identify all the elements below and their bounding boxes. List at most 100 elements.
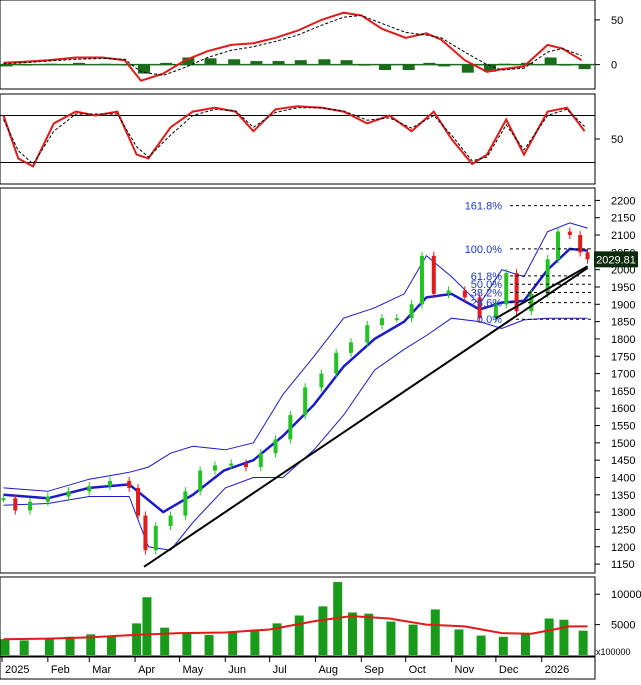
y-tick-label: 5000 xyxy=(611,620,635,632)
x-tick-label: 2026 xyxy=(545,664,569,676)
volume-ma-line xyxy=(3,615,588,641)
volume-panel-frame xyxy=(0,576,596,657)
volume-bar xyxy=(160,627,170,655)
candle-body xyxy=(585,252,590,260)
candle-body xyxy=(319,373,324,388)
candle-body xyxy=(13,498,18,511)
y-tick-label: 1550 xyxy=(611,421,635,433)
volume-unit-label: x100000 xyxy=(596,647,631,657)
candle-body xyxy=(288,415,293,440)
y-tick-label: 50 xyxy=(611,134,623,146)
volume-bar xyxy=(386,621,396,655)
y-tick-label: 1900 xyxy=(611,299,635,311)
macd-histogram-bar xyxy=(578,64,591,70)
y-tick-label: 2150 xyxy=(611,213,635,225)
candle-body xyxy=(504,273,509,305)
candle-body xyxy=(431,255,436,294)
y-tick-label: 1450 xyxy=(611,455,635,467)
y-tick-label: 1350 xyxy=(611,490,635,502)
x-tick-label: Aug xyxy=(318,664,338,676)
y-tick-label: 1700 xyxy=(611,369,635,381)
candle-body xyxy=(45,496,50,502)
candle-body xyxy=(334,352,339,374)
candle-body xyxy=(243,463,248,468)
y-tick-label: 1600 xyxy=(611,403,635,415)
volume-bar xyxy=(318,606,328,655)
candle-body xyxy=(462,290,467,298)
y-tick-label: 2200 xyxy=(611,195,635,207)
volume-bar xyxy=(347,612,357,655)
last-price-label: 2029.81 xyxy=(596,254,636,266)
macd-histogram-bar xyxy=(438,64,451,67)
candle-body xyxy=(107,480,112,487)
x-tick-label: Jul xyxy=(273,664,287,676)
volume-bar xyxy=(454,629,464,655)
oscillator-line xyxy=(2,105,586,168)
candle-body xyxy=(212,465,217,471)
macd-panel-frame xyxy=(0,0,596,90)
candle-body xyxy=(493,304,498,319)
fibonacci-level-label: 23.6% xyxy=(471,298,502,310)
chart-marks xyxy=(0,11,595,655)
y-tick-label: 1200 xyxy=(611,542,635,554)
volume-bar xyxy=(430,609,440,655)
y-tick-label: 2100 xyxy=(611,230,635,242)
upper-band-line xyxy=(3,222,588,492)
macd-histogram-bar xyxy=(160,62,173,65)
candle-body xyxy=(365,325,370,343)
candle-body xyxy=(183,491,188,516)
lower-band-line xyxy=(3,317,588,551)
time-axis-frame xyxy=(0,656,596,680)
candle-body xyxy=(66,491,71,497)
volume-bar xyxy=(228,631,238,655)
volume-bar xyxy=(204,634,214,655)
y-tick-label: 1650 xyxy=(611,386,635,398)
candle-body xyxy=(446,290,451,294)
volume-bar xyxy=(44,637,54,655)
y-tick-label: 2000 xyxy=(611,265,635,277)
macd-histogram-bar xyxy=(402,64,415,70)
volume-bar xyxy=(0,639,10,655)
fibonacci-level-label: 61.8% xyxy=(471,271,502,283)
fibonacci-level-label: 50.0% xyxy=(471,279,502,291)
signal-line xyxy=(3,14,582,76)
candle-body xyxy=(153,525,158,551)
volume-bar xyxy=(106,635,116,655)
signal-line xyxy=(3,107,585,165)
y-tick-label: 1950 xyxy=(611,282,635,294)
x-tick-label: Mar xyxy=(92,664,111,676)
volume-bar xyxy=(182,633,192,655)
candle-body xyxy=(273,439,278,454)
y-tick-label: 0 xyxy=(611,60,617,72)
volume-bar xyxy=(132,623,142,655)
last-price-tag xyxy=(594,251,638,268)
y-tick-label: 1250 xyxy=(611,524,635,536)
candle-body xyxy=(143,515,148,551)
candle-body xyxy=(545,259,550,294)
volume-bar xyxy=(498,636,508,655)
candle-body xyxy=(394,318,399,321)
fibonacci-level-label: 161.8% xyxy=(465,201,503,213)
x-tick-label: Dec xyxy=(499,664,519,676)
y-tick-label: 1400 xyxy=(611,472,635,484)
candle-body xyxy=(1,498,6,501)
macd-histogram-bar xyxy=(204,58,217,65)
macd-histogram-bar xyxy=(318,59,331,65)
macd-histogram-bar xyxy=(182,57,195,65)
y-tick-label: 1800 xyxy=(611,334,635,346)
x-tick-label: Oct xyxy=(409,664,426,676)
x-tick-label: Nov xyxy=(455,664,475,676)
candle-body xyxy=(578,235,583,253)
price-panel-frame xyxy=(0,187,596,574)
support-trendline xyxy=(143,267,589,568)
macd-histogram-bar xyxy=(340,60,353,65)
candle-body xyxy=(127,480,132,488)
macd-histogram-bar xyxy=(272,61,285,65)
candle-body xyxy=(168,515,173,526)
candle-body xyxy=(380,318,385,326)
macd-histogram-bar xyxy=(137,64,150,74)
macd-histogram-bar xyxy=(379,64,392,70)
volume-bar xyxy=(544,618,554,655)
